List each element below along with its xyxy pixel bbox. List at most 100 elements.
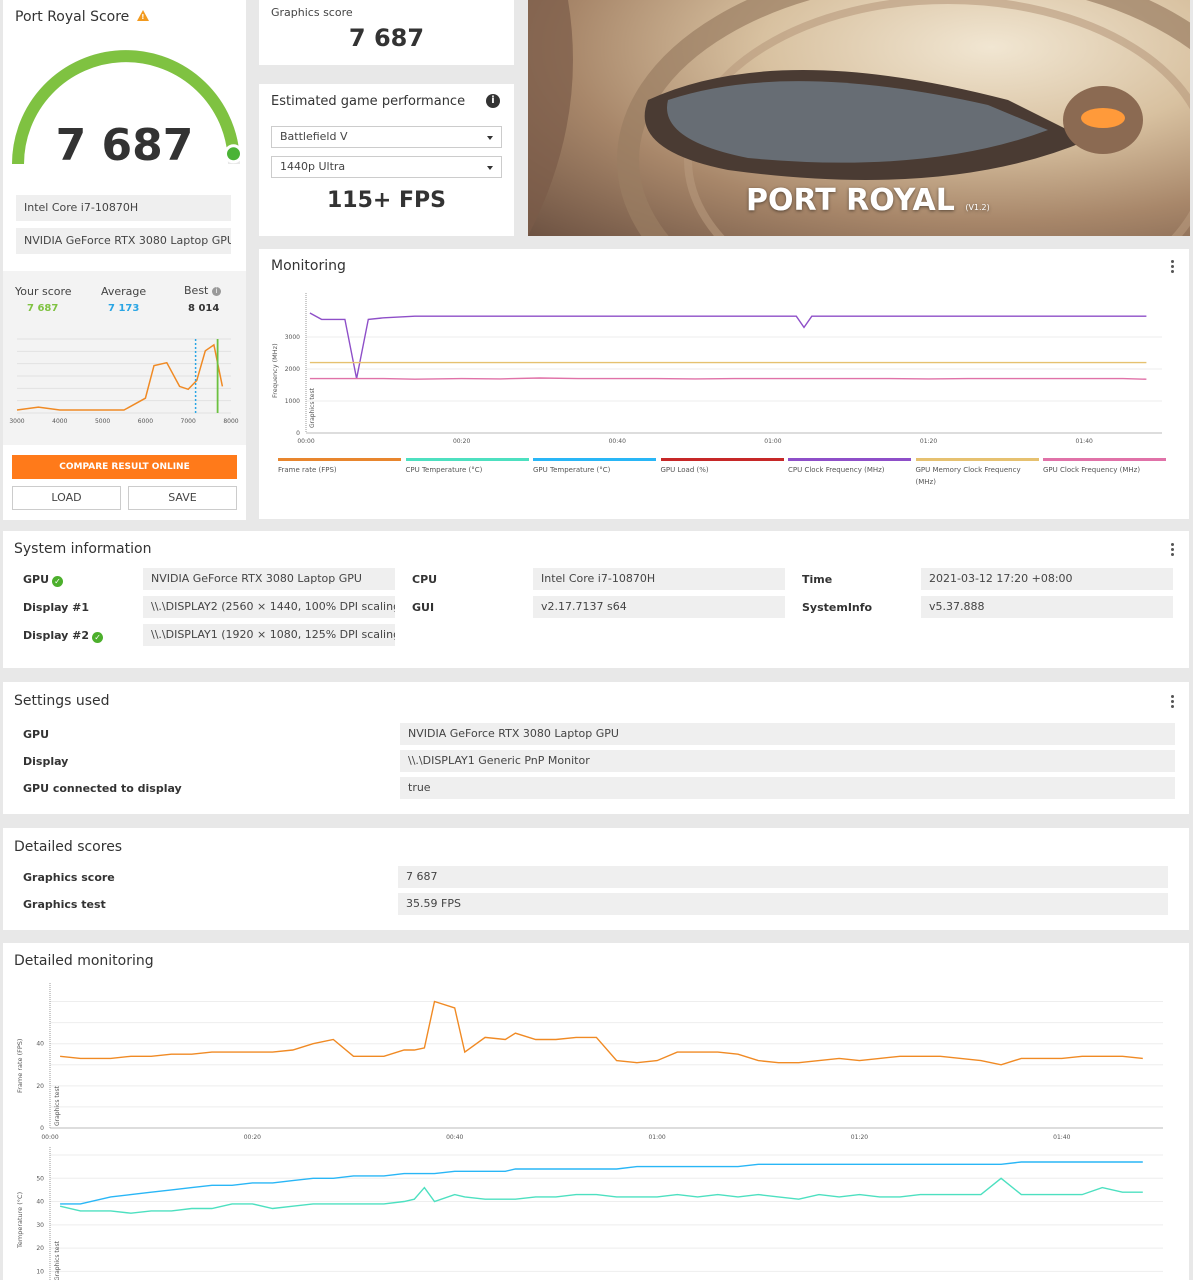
legend-label: CPU Clock Frequency (MHz): [788, 466, 885, 474]
gpu-value: NVIDIA GeForce RTX 3080 Laptop GPU: [143, 568, 395, 590]
x-tick-label: 6000: [138, 418, 153, 425]
resolution-select[interactable]: 1440p Ultra: [271, 156, 502, 178]
info-icon[interactable]: i: [211, 287, 221, 296]
systeminfo-label: SystemInfo: [802, 601, 873, 614]
y-tick-label: 3000: [285, 334, 300, 341]
y-axis-label: Temperature (°C): [16, 1192, 24, 1249]
legend-item[interactable]: CPU Temperature (°C): [405, 458, 529, 476]
legend-swatch: [660, 458, 784, 461]
graphics-score-row-label: Graphics score: [23, 871, 115, 884]
x-tick-label: 00:40: [446, 1134, 463, 1141]
x-tick-label: 5000: [95, 418, 110, 425]
graphics-test-row-value: 35.59 FPS: [398, 893, 1168, 915]
legend-item[interactable]: GPU Load (%): [660, 458, 784, 476]
x-tick-label: 01:20: [920, 438, 937, 445]
legend-swatch: [915, 458, 1039, 461]
x-tick-label: 00:00: [41, 1134, 58, 1141]
detailed-monitoring-title: Detailed monitoring: [14, 953, 154, 969]
settings-used-title: Settings used: [14, 693, 110, 709]
legend-label: Frame rate (FPS): [278, 466, 337, 474]
legend-item[interactable]: GPU Memory Clock Frequency (MHz): [915, 458, 1039, 488]
section-label: Graphics test: [309, 387, 316, 428]
x-tick-label: 01:40: [1053, 1134, 1070, 1141]
cpu-label: CPU: [412, 573, 438, 586]
score-gauge: [12, 50, 243, 165]
legend-item[interactable]: GPU Temperature (°C): [533, 458, 656, 476]
monitoring-title: Monitoring: [271, 258, 346, 274]
y-tick-label: 1000: [285, 398, 300, 405]
x-tick-label: 4000: [52, 418, 67, 425]
info-icon[interactable]: i: [486, 94, 500, 108]
graphics-score-row-value: 7 687: [398, 866, 1168, 888]
average-label: Average: [101, 285, 147, 298]
chevron-down-icon: [487, 166, 493, 170]
settings-display-label: Display: [23, 755, 69, 768]
x-tick-label: 00:40: [609, 438, 626, 445]
series-line-cpu-clock-frequency-mhz-: [309, 312, 1147, 379]
banner-title: PORT ROYAL (V1.2): [746, 183, 990, 218]
legend-swatch: [1043, 458, 1166, 461]
score-panel: Port Royal Score ! 7 687 Intel Core i7-1…: [3, 0, 246, 520]
gpu-connected-label: GPU connected to display: [23, 782, 182, 795]
monitoring-chart: 0 1000 2000 3000 Frequency (MHz) Graphics tes…: [271, 293, 1162, 445]
score-distribution-chart: 3000 4000 5000 6000 7000 8000: [9, 338, 239, 425]
game-performance-panel: Estimated game performance i Battlefield…: [259, 84, 514, 236]
y-tick-label: 0: [40, 1125, 44, 1132]
legend-item[interactable]: GPU Clock Frequency (MHz): [1043, 458, 1166, 476]
temperature-chart: 10 20 30 40 50 Temperature (°C) Graphics test: [16, 1147, 1163, 1280]
game-select[interactable]: Battlefield V: [271, 126, 502, 148]
display-2-value: \\.\DISPLAY1 (1920 × 1080, 125% DPI scal…: [143, 624, 395, 646]
legend-label: GPU Temperature (°C): [533, 466, 611, 474]
display-1-label: Display #1: [23, 601, 90, 614]
cpu-value: Intel Core i7-10870H: [533, 568, 785, 590]
x-tick-label: 00:20: [244, 1134, 261, 1141]
load-button[interactable]: LOAD: [12, 486, 121, 510]
banner-version: (V1.2): [965, 203, 990, 212]
x-tick-label: 00:00: [297, 438, 314, 445]
average-value: 7 173: [108, 303, 140, 314]
warning-icon: !: [136, 10, 149, 21]
graphics-test-row-label: Graphics test: [23, 898, 106, 911]
more-options-icon[interactable]: [1171, 543, 1175, 556]
y-tick-label: 10: [36, 1268, 44, 1275]
graphics-score-value: 7 687: [348, 24, 425, 52]
fps-value: 115+ FPS: [326, 188, 446, 213]
settings-gpu-value: NVIDIA GeForce RTX 3080 Laptop GPU: [400, 723, 1175, 745]
more-options-icon[interactable]: [1171, 260, 1175, 273]
legend-label: GPU Clock Frequency (MHz): [1043, 466, 1141, 474]
best-label: Best i: [184, 284, 221, 297]
legend-swatch: [278, 458, 401, 461]
y-tick-label: 40: [36, 1041, 44, 1048]
settings-display-value: \\.\DISPLAY1 Generic PnP Monitor: [400, 750, 1175, 772]
systeminfo-value: v5.37.888: [921, 596, 1173, 618]
x-tick-label: 01:00: [648, 1134, 665, 1141]
legend-label: CPU Temperature (°C): [405, 466, 483, 474]
check-icon: ✓: [92, 632, 104, 643]
your-score-value: 7 687: [27, 303, 59, 314]
y-tick-label: 2000: [285, 366, 300, 373]
x-tick-label: 01:00: [764, 438, 781, 445]
y-axis-label: Frame rate (FPS): [16, 1039, 24, 1093]
y-tick-label: 20: [36, 1245, 44, 1252]
check-icon: ✓: [52, 576, 64, 587]
legend-item[interactable]: CPU Clock Frequency (MHz): [788, 458, 911, 476]
y-tick-label: 30: [36, 1222, 44, 1229]
more-options-icon[interactable]: [1171, 695, 1175, 708]
game-performance-title: Estimated game performance: [271, 94, 466, 109]
x-tick-label: 01:40: [1076, 438, 1093, 445]
gpu-connected-value: true: [400, 777, 1175, 799]
legend-swatch: [788, 458, 911, 461]
legend-swatch: [533, 458, 656, 461]
save-button[interactable]: SAVE: [128, 486, 237, 510]
monitoring-panel: Monitoring 0 1000 2000 3000 Frequency (MHz) G…: [259, 249, 1189, 519]
x-tick-label: 8000: [223, 418, 238, 425]
compare-result-online-button[interactable]: COMPARE RESULT ONLINE: [12, 455, 237, 479]
score-title: Port Royal Score !: [15, 9, 149, 25]
series-line-gpu-clock-frequency-mhz-: [309, 377, 1147, 380]
display-2-label: Display #2 ✓: [23, 629, 104, 643]
gui-label: GUI: [412, 601, 435, 614]
y-axis-label: Frequency (MHz): [271, 343, 279, 398]
frame-rate-chart: 0 20 40 Frame rate (FPS) Graphics test 00:00 0…: [16, 983, 1163, 1141]
legend-item[interactable]: Frame rate (FPS): [278, 458, 401, 476]
legend-label: GPU Load (%): [660, 466, 709, 474]
